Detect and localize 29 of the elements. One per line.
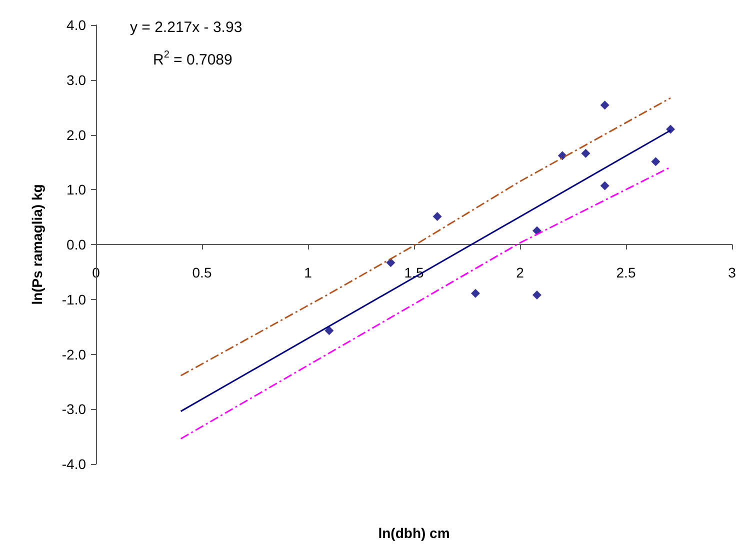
y-tick-label: 3.0 [66, 72, 86, 88]
point [470, 288, 480, 298]
y-tick-label: 2.0 [66, 126, 86, 143]
x-tick-label: 1 [304, 264, 312, 280]
y-tick-label: -1.0 [62, 291, 86, 308]
x-tick-label: 3 [728, 264, 736, 280]
line-series [180, 97, 672, 376]
point [600, 100, 610, 110]
y-tick-label: -2.0 [62, 346, 86, 362]
y-tick-label: 1.0 [66, 182, 86, 198]
x-axis-title: ln(dbh) cm [378, 525, 450, 541]
point [324, 326, 334, 336]
x-tick-label: 2 [516, 264, 524, 280]
x-tick-label: 2.5 [616, 264, 636, 280]
y-tick-label: 0.0 [66, 236, 86, 252]
y-tick-label: 4.0 [66, 17, 86, 33]
y-axis-title: ln(Ps ramaglia) kg [29, 184, 45, 305]
point [386, 258, 396, 268]
y-tick-label: -4.0 [62, 456, 86, 472]
annotation: y = 2.217x - 3.93 [130, 19, 242, 36]
point [581, 148, 590, 158]
point [666, 124, 676, 134]
point [532, 290, 542, 300]
point [600, 181, 610, 190]
x-tick-label: 0.5 [192, 264, 212, 280]
line-series [180, 166, 672, 440]
point [432, 212, 442, 222]
point [651, 157, 660, 166]
y-tick-label: -3.0 [62, 401, 86, 418]
